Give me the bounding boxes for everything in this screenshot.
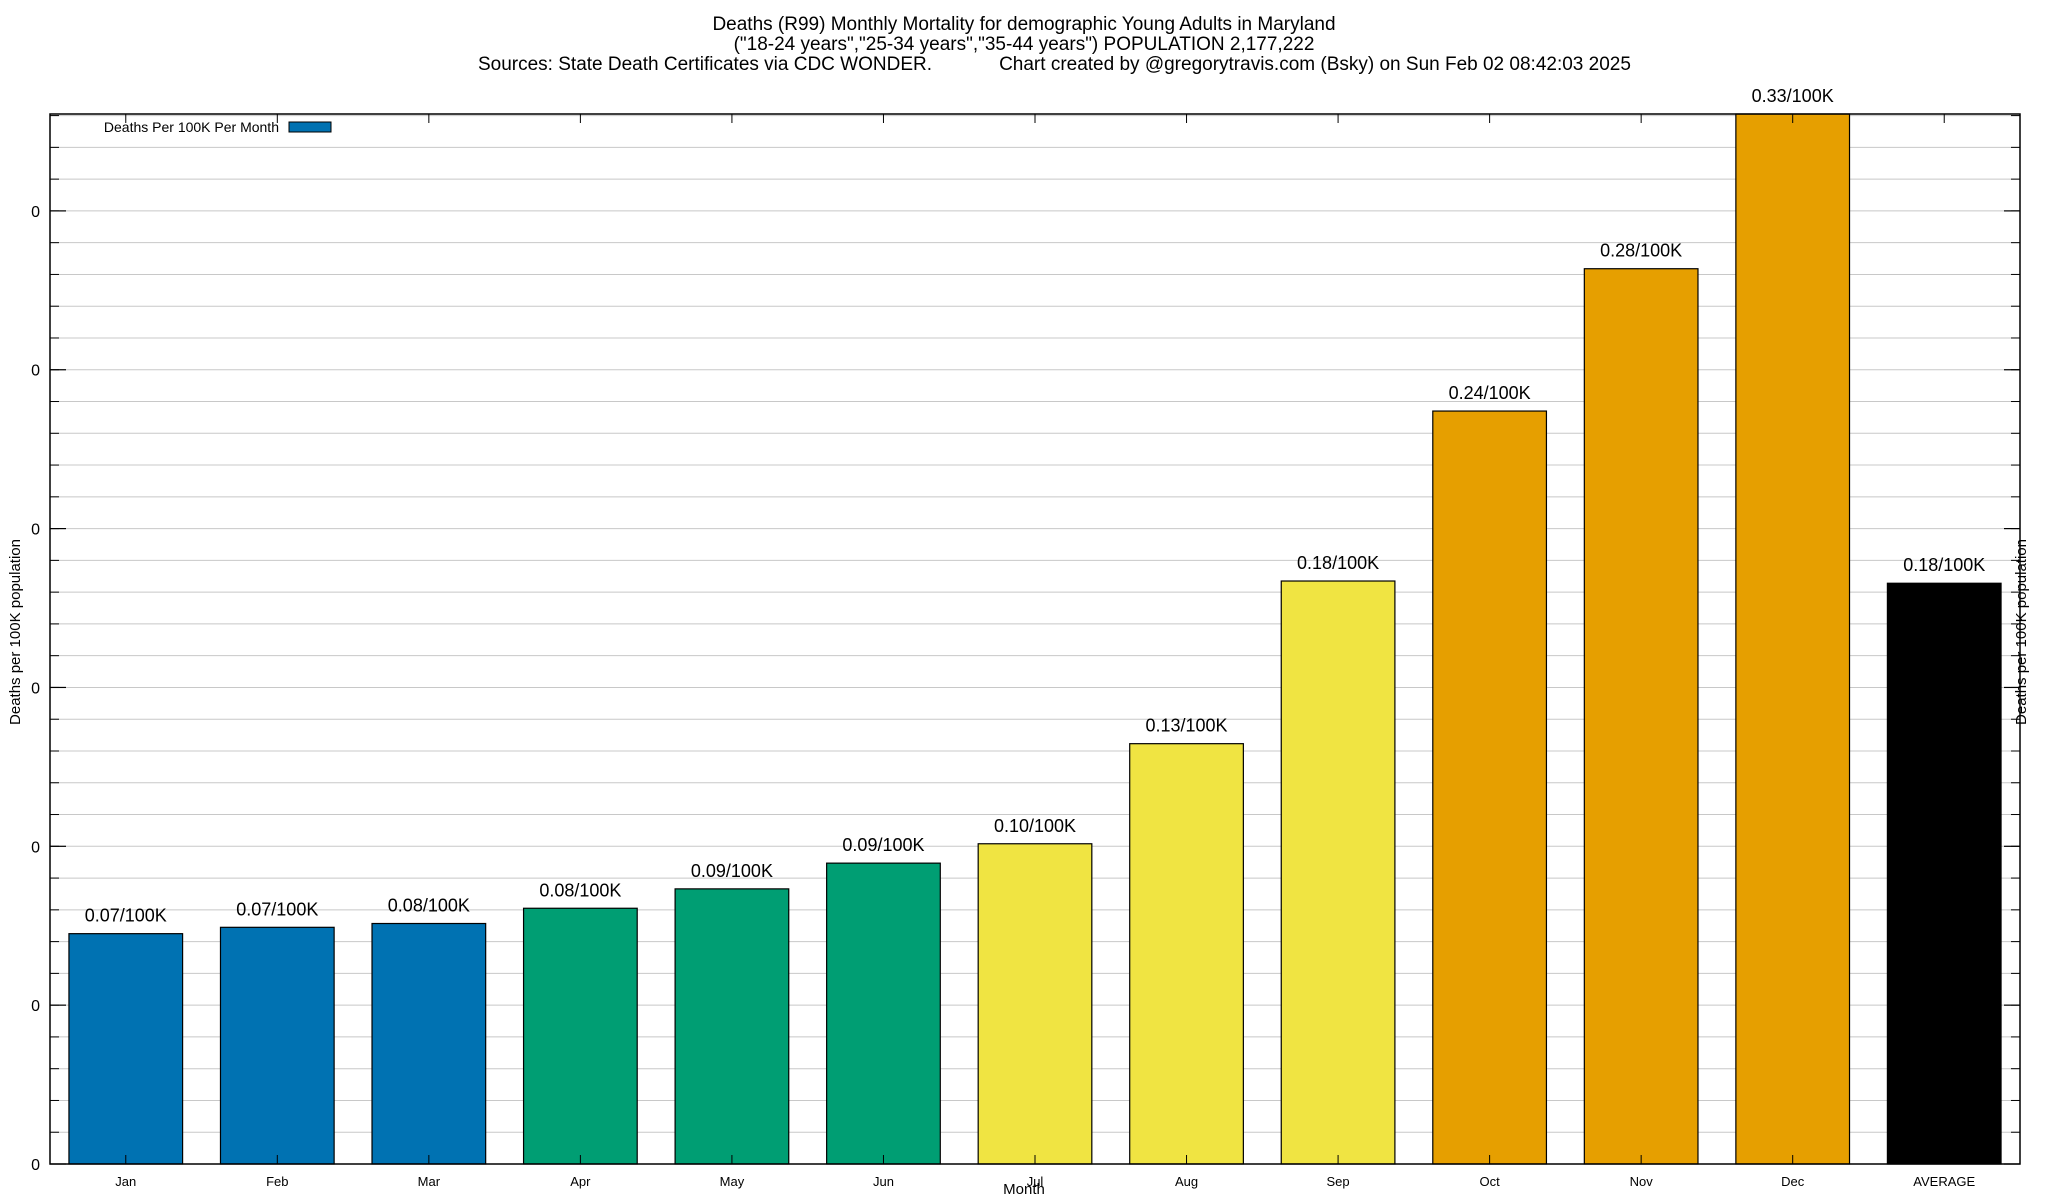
bar-data-label: 0.10/100K	[994, 816, 1076, 836]
x-tick-label: Apr	[570, 1174, 591, 1189]
bar-data-label: 0.13/100K	[1145, 716, 1227, 736]
bar-data-label: 0.07/100K	[236, 899, 318, 919]
y-axis-ticks: 0 0 0 0 0 0 0	[31, 114, 2020, 1174]
bar-data-label: 0.07/100K	[85, 906, 167, 926]
y-tick-label: 0	[31, 680, 40, 697]
bar-data-label: 0.09/100K	[691, 861, 773, 881]
legend-swatch	[288, 121, 332, 133]
bars	[68, 113, 2002, 1165]
bar-jan	[68, 933, 184, 1165]
bar-dec	[1735, 113, 1851, 1165]
bar-oct	[1432, 410, 1548, 1165]
x-axis-label: Month	[1003, 1181, 1045, 1198]
bar-data-label: 0.28/100K	[1600, 241, 1682, 261]
bar-data-label: 0.33/100K	[1752, 86, 1834, 106]
bar-jun	[826, 862, 941, 1165]
bar-may	[674, 888, 790, 1165]
bar-data-label: 0.18/100K	[1903, 555, 1985, 575]
legend-label: Deaths Per 100K Per Month	[104, 119, 279, 135]
bar-nov	[1583, 268, 1699, 1165]
bar-sep	[1280, 580, 1396, 1165]
x-tick-label: Jan	[115, 1174, 136, 1189]
x-tick-label: Oct	[1479, 1174, 1500, 1189]
x-tick-label: Mar	[418, 1174, 441, 1189]
chart-credit: Chart created by @gregorytravis.com (Bsk…	[999, 54, 1631, 75]
x-tick-label: May	[720, 1174, 745, 1189]
x-axis-categories: Jan Feb Mar Apr May Jun Jul Aug Sep Oct Nov Dec AVER…	[115, 1174, 1975, 1189]
y-tick-label: 0	[31, 998, 40, 1015]
x-tick-label: Aug	[1175, 1174, 1198, 1189]
x-tick-label: Jul	[1027, 1174, 1044, 1189]
bar-data-label: 0.08/100K	[539, 880, 621, 900]
legend: Deaths Per 100K Per Month	[104, 119, 332, 135]
bar-data-label: 0.08/100K	[388, 896, 470, 916]
chart-title-group: Deaths (R99) Monthly Mortality for demog…	[478, 14, 1631, 75]
bar-aug	[1129, 743, 1244, 1165]
bar-data-label: 0.18/100K	[1297, 553, 1379, 573]
y-tick-label: 0	[31, 839, 40, 856]
bar-average	[1886, 582, 2002, 1165]
x-tick-label: Jun	[873, 1174, 894, 1189]
x-tick-label: Feb	[266, 1174, 288, 1189]
bar-data-label: 0.24/100K	[1449, 383, 1531, 403]
x-tick-label: Dec	[1781, 1174, 1805, 1189]
bar-data-labels: 0.07/100K 0.07/100K 0.08/100K 0.08/100K 0.09…	[85, 86, 1986, 926]
y-tick-label: 0	[31, 363, 40, 380]
bar-jul	[977, 843, 1093, 1165]
y-axis-label: Deaths per 100K population	[7, 539, 24, 725]
x-tick-label: Nov	[1630, 1174, 1654, 1189]
y-tick-label: 0	[31, 522, 40, 539]
chart-source: Sources: State Death Certificates via CD…	[478, 54, 932, 75]
y-tick-label: 0	[31, 204, 40, 221]
chart-title: Deaths (R99) Monthly Mortality for demog…	[712, 14, 1335, 35]
y-tick-label: 0	[31, 1157, 40, 1174]
y2-axis-label: Deaths per 100K population	[2013, 539, 2030, 725]
x-tick-label: AVERAGE	[1913, 1174, 1975, 1189]
bar-feb	[219, 926, 335, 1165]
bar-apr	[522, 907, 638, 1165]
x-tick-label: Sep	[1327, 1174, 1350, 1189]
bar-mar	[371, 922, 487, 1165]
chart-subtitle: ("18-24 years","25-34 years","35-44 year…	[734, 34, 1315, 55]
bar-data-label: 0.09/100K	[842, 835, 924, 855]
